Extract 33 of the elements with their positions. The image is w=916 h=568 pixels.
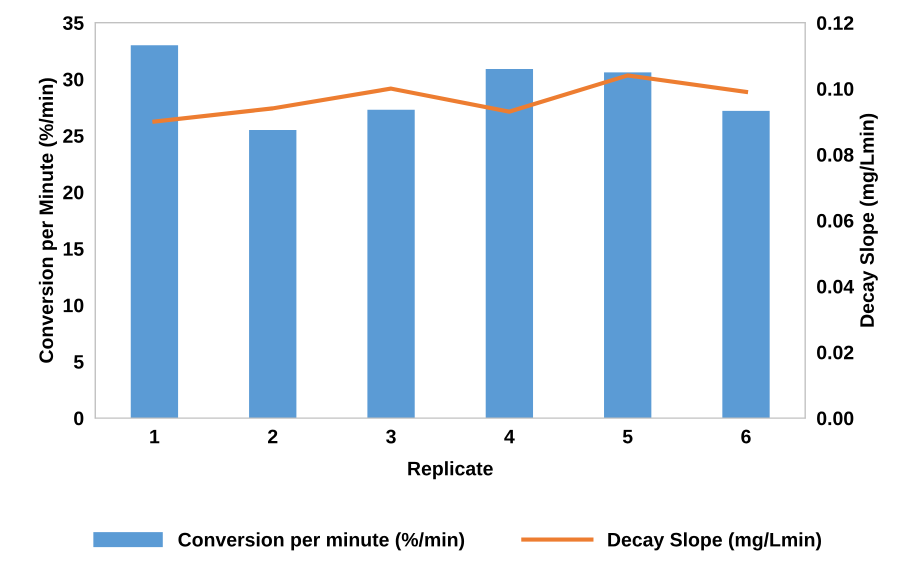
y2-tick-label: 0.06 (817, 214, 854, 228)
y2-tick-label: 0.12 (817, 16, 854, 30)
x-tick-label: 3 (386, 430, 396, 444)
y2-tick-label: 0.10 (817, 82, 854, 96)
y2-tick-label: 0.02 (817, 346, 854, 360)
bar (722, 110, 770, 418)
bar (367, 110, 415, 418)
x-axis-title: Replicate (408, 461, 493, 480)
y-tick-label: 5 (74, 355, 84, 369)
y-tick-label: 25 (63, 129, 84, 143)
x-tick-label: 5 (622, 430, 633, 444)
y2-axis-title: Decay Slope (mg/Lmin) (860, 114, 878, 327)
bar (604, 72, 652, 418)
bar (486, 69, 534, 418)
y-tick-label: 20 (63, 186, 84, 200)
legend-label: Conversion per minute (%/min) (178, 532, 464, 550)
y-tick-label: 15 (64, 242, 84, 256)
y-tick-label: 30 (62, 72, 84, 86)
x-tick-label: 2 (268, 430, 278, 444)
line-series (152, 73, 748, 124)
y2-tick-label: 0.00 (817, 412, 854, 426)
x-tick-label: 1 (150, 430, 160, 444)
legend-label: Decay Slope (mg/Lmin) (608, 532, 821, 550)
x-tick-label: 6 (741, 430, 751, 444)
bar (130, 45, 178, 418)
y-tick-label: 0 (74, 412, 84, 426)
y-tick-label: 10 (64, 298, 84, 312)
y2-tick-label: 0.04 (817, 280, 854, 294)
bar (249, 130, 296, 418)
y-tick-label: 35 (62, 16, 84, 30)
y2-tick-label: 0.08 (817, 148, 854, 162)
y-axis-title: Conversion per Minute (%/min) (38, 78, 57, 363)
x-tick-label: 4 (504, 430, 515, 444)
